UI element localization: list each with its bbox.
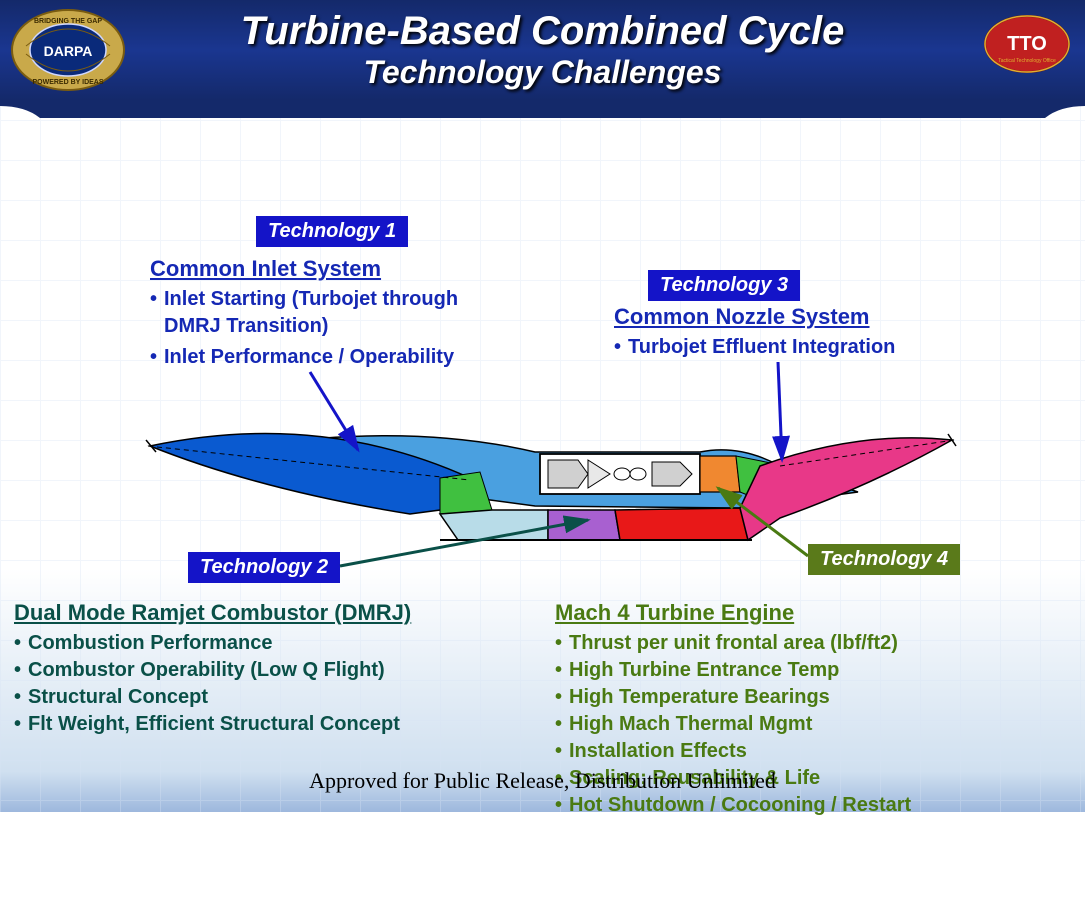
- svg-text:Tactical Technology Office: Tactical Technology Office: [998, 58, 1056, 64]
- header-bottom-curve: [0, 100, 1085, 120]
- slide-header: DARPA BRIDGING THE GAP POWERED BY IDEAS …: [0, 0, 1085, 100]
- footer-text: Approved for Public Release, Distributio…: [0, 768, 1085, 794]
- darpa-logo: DARPA BRIDGING THE GAP POWERED BY IDEAS: [8, 6, 128, 94]
- svg-text:BRIDGING THE GAP: BRIDGING THE GAP: [34, 18, 102, 25]
- svg-text:TTO: TTO: [1007, 33, 1047, 55]
- tto-logo: TTO Tactical Technology Office: [983, 14, 1071, 74]
- svg-text:DARPA: DARPA: [44, 43, 93, 59]
- title-block: Turbine-Based Combined Cycle Technology …: [241, 9, 845, 91]
- title-sub: Technology Challenges: [241, 54, 845, 91]
- title-main: Turbine-Based Combined Cycle: [241, 9, 845, 54]
- svg-text:POWERED BY IDEAS: POWERED BY IDEAS: [32, 79, 103, 86]
